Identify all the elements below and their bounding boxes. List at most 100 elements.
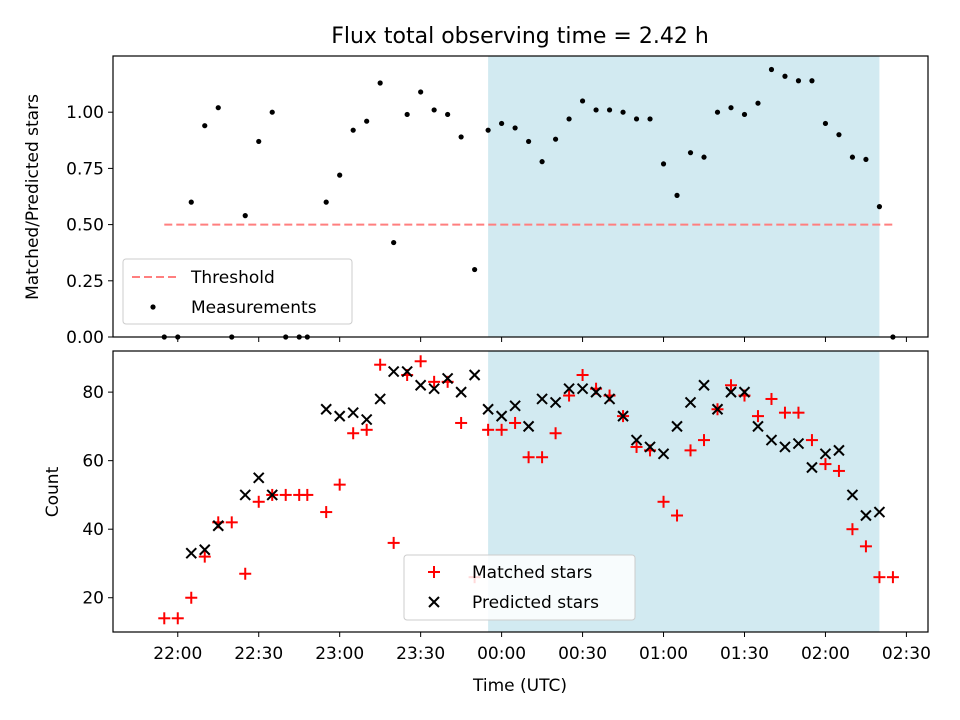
measurement-point bbox=[256, 138, 262, 145]
measurement-point bbox=[620, 109, 626, 115]
matched-star-point bbox=[252, 495, 265, 508]
x-tick-label: 01:30 bbox=[720, 644, 769, 664]
predicted-star-point bbox=[253, 472, 265, 484]
measurement-point bbox=[188, 199, 194, 205]
measurement-point bbox=[647, 116, 653, 122]
measurement-point bbox=[391, 239, 397, 246]
matched-star-point bbox=[185, 591, 198, 604]
matched-star-point bbox=[225, 516, 238, 529]
bottom-y-tick-label: 40 bbox=[82, 520, 104, 540]
measurement-point bbox=[404, 111, 410, 118]
measurement-point bbox=[795, 78, 802, 84]
predicted-star-point bbox=[860, 509, 872, 522]
bottom-y-tick-label: 60 bbox=[82, 452, 104, 472]
predicted-star-point bbox=[684, 396, 697, 409]
measurement-point bbox=[822, 120, 829, 127]
x-tick-label: 01:00 bbox=[639, 644, 688, 664]
matched-star-point bbox=[657, 495, 670, 508]
matched-star-point bbox=[301, 488, 314, 501]
measurement-point bbox=[337, 172, 343, 178]
measurement-point bbox=[809, 78, 815, 84]
matched-star-point bbox=[495, 423, 508, 436]
matched-star-point bbox=[724, 379, 737, 392]
top-y-tick-label: 0.75 bbox=[66, 159, 104, 179]
predicted-star-point bbox=[590, 386, 602, 398]
ratio-panel: 0.00 0.25 0.50 0.75 1.00 Matched/Predicted s… bbox=[23, 55, 929, 348]
matched-star-point bbox=[563, 389, 576, 402]
measurement-point bbox=[215, 105, 221, 111]
legend-predicted-swatch bbox=[428, 596, 440, 608]
predicted-star-point bbox=[387, 365, 400, 378]
predicted-star-point bbox=[779, 441, 791, 453]
predicted-star-point bbox=[846, 489, 859, 501]
matched-star-point bbox=[805, 434, 818, 447]
legend-measurements-label: Measurements bbox=[191, 298, 317, 318]
measurement-point bbox=[660, 161, 667, 167]
predicted-star-point bbox=[671, 420, 683, 433]
predicted-star-point bbox=[657, 448, 670, 460]
predicted-star-point bbox=[752, 420, 764, 433]
measurement-point bbox=[512, 125, 518, 131]
predicted-star-point bbox=[536, 393, 548, 405]
measurement-point bbox=[499, 120, 505, 127]
top-frame bbox=[112, 55, 929, 338]
predicted-star-point bbox=[522, 420, 535, 433]
predicted-star-point bbox=[347, 406, 359, 419]
measurement-point bbox=[633, 116, 640, 122]
predicted-star-point bbox=[698, 379, 710, 391]
matched-star-point bbox=[455, 416, 468, 429]
measurement-point bbox=[768, 66, 775, 73]
predicted-star-point bbox=[239, 489, 251, 501]
x-tick-label: 02:00 bbox=[801, 644, 850, 664]
measurement-point bbox=[606, 107, 613, 113]
matched-star-point bbox=[549, 427, 562, 440]
bottom-y-axis-label: Count bbox=[43, 466, 63, 517]
bottom-legend-box bbox=[403, 554, 636, 621]
predicted-star-point bbox=[455, 386, 467, 398]
measurement-point bbox=[485, 127, 491, 133]
chart-title: Flux total observing time = 2.42 h bbox=[331, 24, 709, 49]
predicted-star-point bbox=[509, 400, 521, 412]
measurement-point bbox=[242, 213, 248, 219]
measurement-point bbox=[202, 123, 208, 129]
matched-star-point bbox=[819, 458, 832, 471]
matched-star-point bbox=[347, 427, 360, 440]
measurement-point bbox=[445, 111, 451, 118]
measurement-point bbox=[269, 109, 275, 115]
matched-star-point bbox=[671, 509, 684, 522]
measurement-point bbox=[728, 105, 734, 111]
matched-star-point bbox=[360, 423, 373, 436]
measurement-point bbox=[323, 199, 329, 205]
predicted-star-point bbox=[603, 393, 616, 405]
measurement-point bbox=[593, 107, 599, 113]
matched-star-point bbox=[751, 410, 764, 423]
matched-star-point bbox=[374, 358, 387, 371]
matched-star-point bbox=[873, 571, 886, 584]
x-axis-label: Time (UTC) bbox=[472, 676, 567, 696]
predicted-star-point bbox=[360, 413, 373, 426]
legend-matched-swatch bbox=[428, 566, 440, 578]
measurement-point bbox=[782, 73, 788, 79]
measurement-point bbox=[701, 154, 707, 160]
predicted-star-point bbox=[199, 544, 211, 556]
predicted-star-point bbox=[765, 434, 778, 446]
bottom-y-tick-label: 20 bbox=[82, 589, 104, 609]
predicted-star-point bbox=[374, 393, 386, 405]
matched-star-point bbox=[576, 368, 589, 381]
matched-star-point bbox=[765, 392, 778, 405]
predicted-star-point bbox=[468, 369, 481, 381]
measurement-point bbox=[458, 134, 464, 140]
measurement-point bbox=[418, 89, 424, 95]
predicted-star-point bbox=[792, 437, 805, 450]
x-tick-label: 23:00 bbox=[315, 644, 364, 664]
measurement-point bbox=[714, 109, 721, 115]
predicted-star-point bbox=[873, 506, 886, 518]
measurement-point bbox=[741, 111, 748, 118]
measurement-point bbox=[431, 107, 437, 113]
matched-star-point bbox=[832, 464, 845, 477]
count-panel: 20 40 60 80 22:00 22:30 23:00 23:30 00:00 00:30 0… bbox=[43, 350, 931, 696]
matched-star-point bbox=[778, 406, 791, 419]
matched-star-point bbox=[886, 571, 899, 584]
bottom-y-tick-label: 80 bbox=[82, 383, 104, 403]
